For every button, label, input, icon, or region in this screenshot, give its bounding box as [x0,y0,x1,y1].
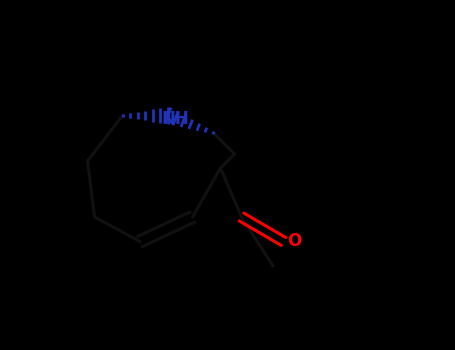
Text: O: O [287,232,301,251]
Text: NH: NH [161,110,189,128]
